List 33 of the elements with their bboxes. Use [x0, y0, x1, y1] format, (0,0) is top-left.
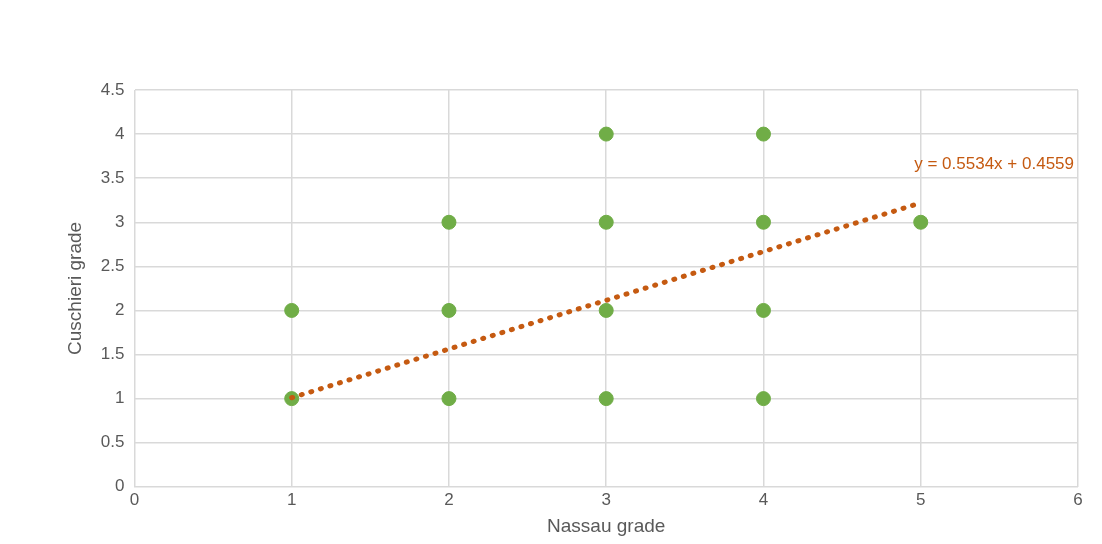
point [441, 302, 457, 318]
point [755, 391, 771, 407]
x-tick-label: 4 [758, 489, 769, 509]
y-tick-label: 2.5 [100, 256, 125, 276]
point [441, 214, 457, 230]
x-tick-label: 5 [916, 489, 926, 509]
x-tick-label: 1 [286, 489, 297, 509]
y-axis-title: Cuschieri grade [63, 221, 85, 355]
point [755, 302, 771, 318]
point [913, 214, 929, 230]
y-tick-label: 4 [114, 123, 125, 143]
x-axis-title: Nassau grade [547, 514, 666, 536]
point [441, 391, 457, 407]
point [755, 126, 771, 142]
y-tick-label: 1.5 [100, 344, 125, 364]
y-tick-label: 3 [114, 211, 125, 231]
y-tick-label: 4.5 [100, 79, 125, 99]
y-tick-label: 0.5 [100, 432, 125, 452]
y-tick-label: 3.5 [100, 167, 125, 187]
x-tick-label: 6 [1073, 489, 1083, 509]
x-tick-label: 3 [601, 489, 611, 509]
point [284, 302, 300, 318]
point [598, 126, 614, 142]
x-tick-label: 0 [129, 489, 140, 509]
point [755, 214, 771, 230]
y-tick-label: 2 [114, 300, 125, 320]
point [598, 302, 614, 318]
y-tick-label: 1 [114, 388, 125, 408]
y-tick-label: 0 [114, 476, 125, 496]
annotation: y = 0.5534x + 0.4559 [914, 154, 1074, 174]
point [598, 391, 614, 407]
point [598, 214, 614, 230]
x-tick-label: 2 [444, 489, 454, 509]
